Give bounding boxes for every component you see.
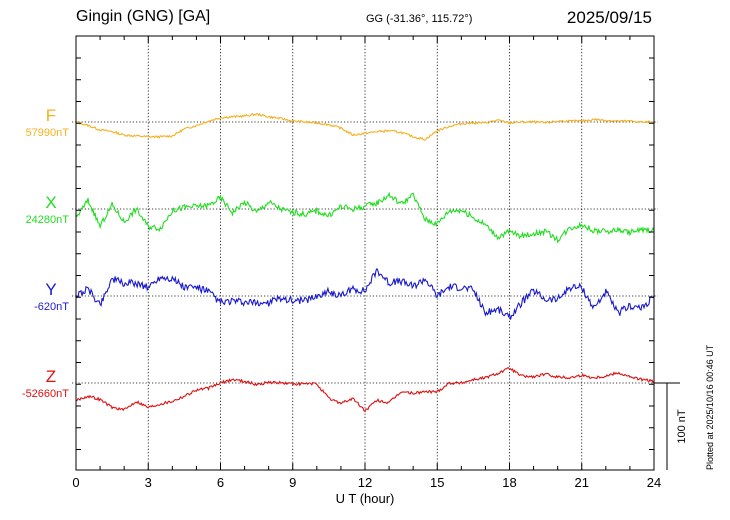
- chart-date: 2025/09/15: [566, 8, 652, 27]
- x-tick-label: 24: [647, 475, 661, 490]
- channel-label-z: Z: [46, 367, 56, 386]
- channel-label-f: F: [46, 106, 56, 125]
- channel-baseline-y: -620nT: [34, 301, 69, 313]
- x-tick-label: 21: [575, 475, 589, 490]
- channel-baseline-z: -52660nT: [22, 388, 69, 400]
- x-axis-label: U T (hour): [336, 491, 395, 506]
- series-line-z: [76, 367, 655, 413]
- series-line-f: [75, 112, 655, 141]
- station-coordinates: GG (-31.36°, 115.72°): [366, 13, 473, 25]
- axis-layer: [75, 35, 680, 471]
- plotted-timestamp: Plotted at 2025/10/16 00:46 UT: [705, 344, 715, 470]
- grid-layer: [72, 36, 658, 470]
- x-tick-label: 18: [502, 475, 516, 490]
- channel-baseline-x: 24280nT: [26, 214, 70, 226]
- channel-baseline-f: 57990nT: [26, 127, 70, 139]
- x-tick-label: 9: [289, 475, 296, 490]
- x-tick-label: 6: [217, 475, 224, 490]
- channel-label-x: X: [45, 193, 56, 212]
- x-tick-label: 0: [72, 475, 79, 490]
- series-layer: [75, 112, 655, 413]
- x-tick-label: 3: [145, 475, 152, 490]
- x-tick-label: 12: [358, 475, 372, 490]
- x-tick-label: 15: [430, 475, 444, 490]
- series-line-x: [75, 191, 655, 244]
- labels-layer: 0 3 6 9 12 15 18 21 24 U T (hour) F 57990nT X 24280nT…: [22, 106, 688, 506]
- station-title: Gingin (GNG) [GA]: [76, 8, 211, 25]
- channel-label-y: Y: [45, 280, 56, 299]
- series-line-y: [75, 267, 655, 320]
- scale-bar-label: 100 nT: [676, 409, 688, 444]
